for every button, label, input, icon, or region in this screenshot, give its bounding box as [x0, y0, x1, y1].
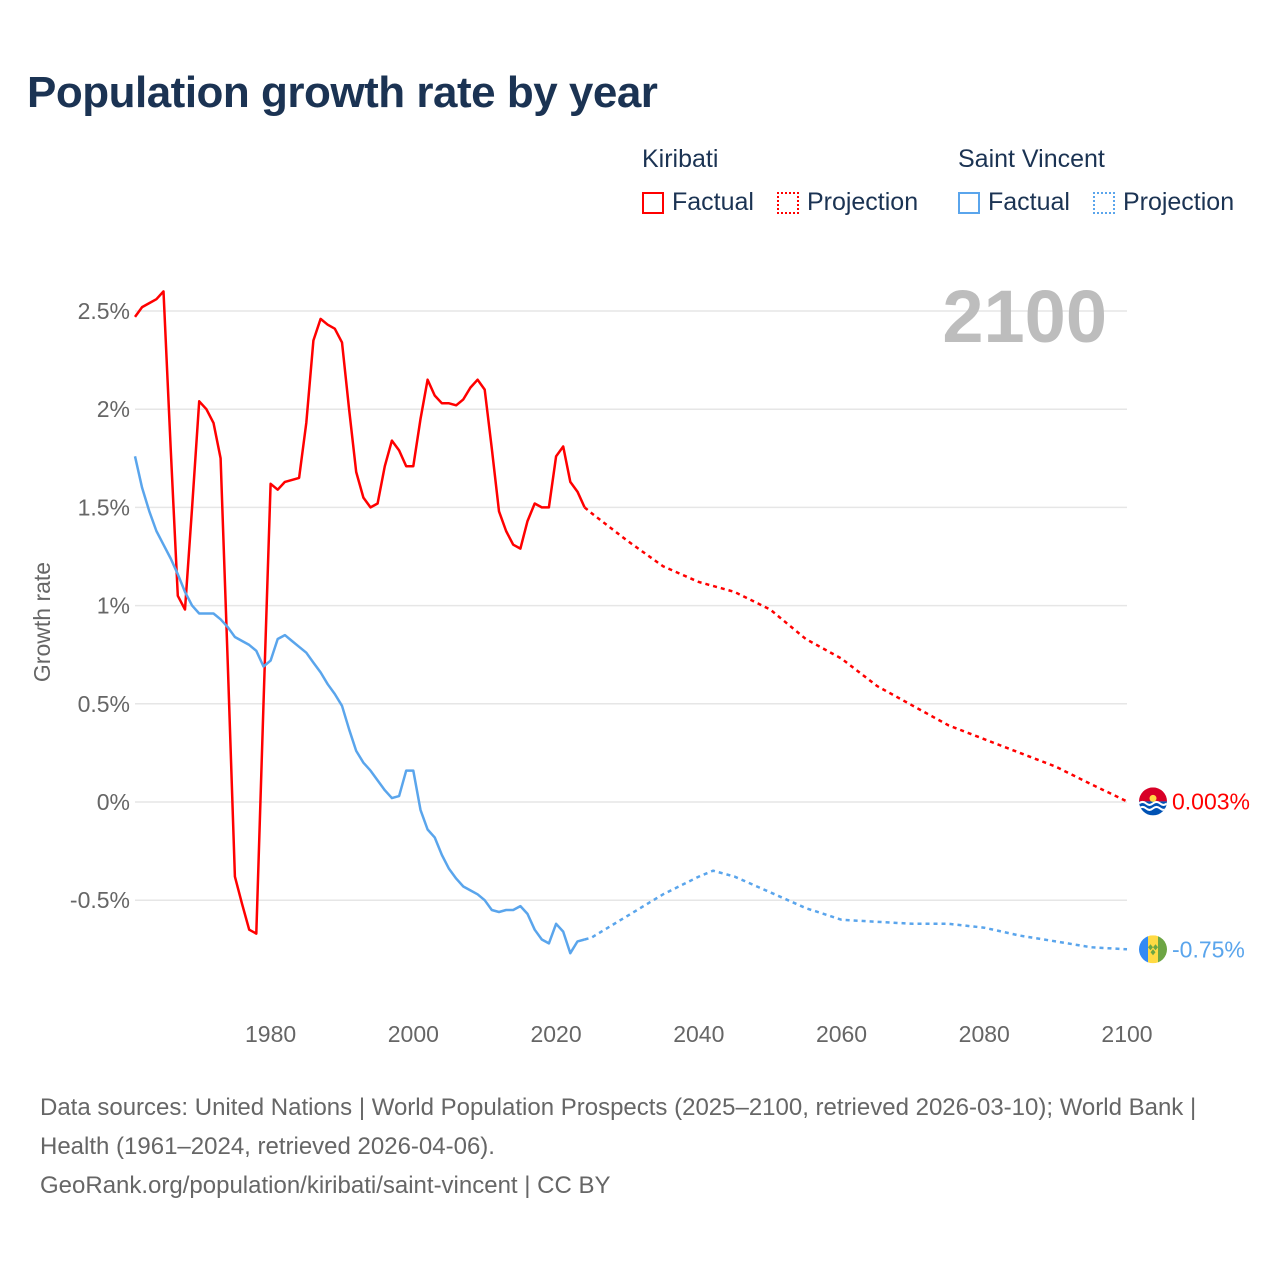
legend-swatch — [776, 191, 799, 214]
y-tick-label: 1% — [97, 593, 130, 619]
legend-label: Factual — [672, 188, 754, 216]
y-tick-label: 2% — [97, 396, 130, 422]
legend-swatch — [642, 191, 664, 214]
x-tick-label: 2100 — [1101, 1021, 1152, 1047]
kiribati-flag-icon — [1139, 787, 1167, 816]
y-axis-label: Growth rate — [29, 562, 55, 682]
kiribati-projection-line — [583, 506, 1128, 803]
x-tick-label: 2080 — [959, 1021, 1010, 1047]
legend-group-saint-vincent: Saint Vincent Factual Projection — [958, 145, 1234, 221]
x-tick-label: 2000 — [388, 1021, 439, 1047]
legend-group-label: Kiribati — [642, 145, 719, 173]
legend-label: Factual — [988, 188, 1070, 216]
legend-kiribati-projection[interactable]: Projection — [776, 188, 919, 217]
source-link[interactable]: GeoRank.org/population/kiribati/saint-vi… — [40, 1172, 611, 1199]
legend-label: Projection — [1122, 188, 1235, 216]
y-tick-label: 0% — [97, 789, 130, 815]
saint-vincent-flag-icon — [1139, 935, 1167, 964]
legend-label: Projection — [806, 188, 919, 216]
legend-group-kiribati: Kiribati Factual Projection — [642, 145, 934, 221]
x-tick-label: 1980 — [245, 1021, 296, 1047]
legend-saint-vincent-factual[interactable]: Factual — [958, 188, 1070, 217]
x-tick-label: 2060 — [816, 1021, 867, 1047]
y-tick-label: 0.5% — [78, 691, 130, 717]
legend-group-label: Saint Vincent — [958, 145, 1105, 173]
footer: Data sources: United Nations | World Pop… — [40, 1088, 1240, 1205]
legend-kiribati-factual[interactable]: Factual — [642, 188, 754, 217]
legend-swatch — [1092, 191, 1115, 214]
kiribati-end-label: 0.003% — [1172, 788, 1250, 814]
saint-vincent-projection-line — [584, 869, 1128, 951]
legend-saint-vincent-projection[interactable]: Projection — [1092, 188, 1235, 217]
legend-swatch — [958, 191, 980, 214]
saint-vincent-factual-line — [133, 456, 585, 955]
kiribati-factual-line — [133, 290, 586, 935]
saint-vincent-end-label: -0.75% — [1172, 936, 1245, 962]
y-tick-label: 2.5% — [78, 298, 130, 324]
y-tick-label: 1.5% — [78, 494, 130, 520]
y-tick-label: -0.5% — [70, 887, 130, 913]
data-sources: Data sources: United Nations | World Pop… — [40, 1094, 1197, 1160]
x-tick-label: 2040 — [673, 1021, 724, 1047]
x-tick-label: 2020 — [530, 1021, 581, 1047]
chart-title: Population growth rate by year — [27, 68, 658, 117]
year-label: 2100 — [942, 275, 1107, 358]
